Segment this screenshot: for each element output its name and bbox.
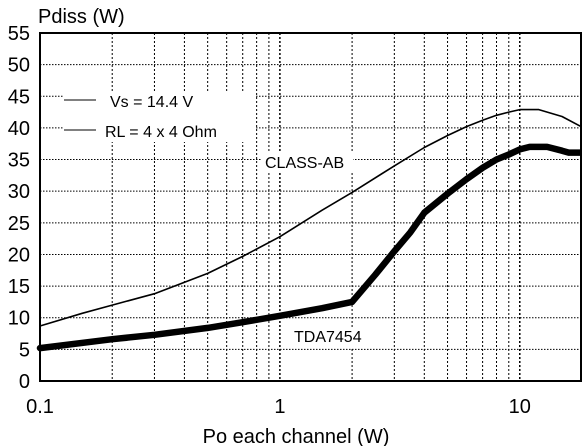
series-label-background bbox=[261, 153, 353, 173]
y-tick-label: 10 bbox=[8, 308, 30, 330]
conditions-annotation: Vs = 14.4 V RL = 4 x 4 Ohm bbox=[64, 92, 256, 142]
series-lines bbox=[36, 108, 582, 352]
x-tick-label: 0.1 bbox=[26, 396, 54, 418]
grid bbox=[40, 33, 581, 381]
series-label: TDA7454 bbox=[294, 329, 362, 346]
annotation-rl: RL = 4 x 4 Ohm bbox=[105, 124, 217, 141]
y-axis-title: Pdiss (W) bbox=[38, 6, 125, 28]
y-tick-label: 55 bbox=[8, 23, 30, 45]
plot-frame bbox=[39, 32, 582, 382]
y-tick-label: 15 bbox=[8, 276, 30, 298]
y-tick-label: 40 bbox=[8, 118, 30, 140]
series-label-background bbox=[290, 327, 372, 347]
y-tick-label: 50 bbox=[8, 55, 30, 77]
x-axis-title: Po each channel (W) bbox=[203, 426, 390, 446]
y-tick-label: 5 bbox=[19, 339, 30, 361]
y-tick-label: 30 bbox=[8, 181, 30, 203]
series-label: CLASS-AB bbox=[265, 155, 344, 172]
y-tick-label: 45 bbox=[8, 86, 30, 108]
y-tick-label: 35 bbox=[8, 150, 30, 172]
annotation-vs: Vs = 14.4 V bbox=[110, 94, 193, 111]
series-line-class-ab bbox=[39, 108, 582, 327]
y-tick-label: 20 bbox=[8, 244, 30, 266]
series-labels: CLASS-AB TDA7454 bbox=[261, 153, 372, 347]
x-tick-label: 1 bbox=[274, 396, 285, 418]
y-tick-label: 25 bbox=[8, 213, 30, 235]
tick-labels: 0 5 10 15 20 25 30 35 40 45 50 55 0.1 1 10 bbox=[8, 23, 531, 418]
series-line-tda7454 bbox=[36, 143, 582, 352]
x-tick-label: 10 bbox=[509, 396, 531, 418]
y-tick-label: 0 bbox=[19, 371, 30, 393]
